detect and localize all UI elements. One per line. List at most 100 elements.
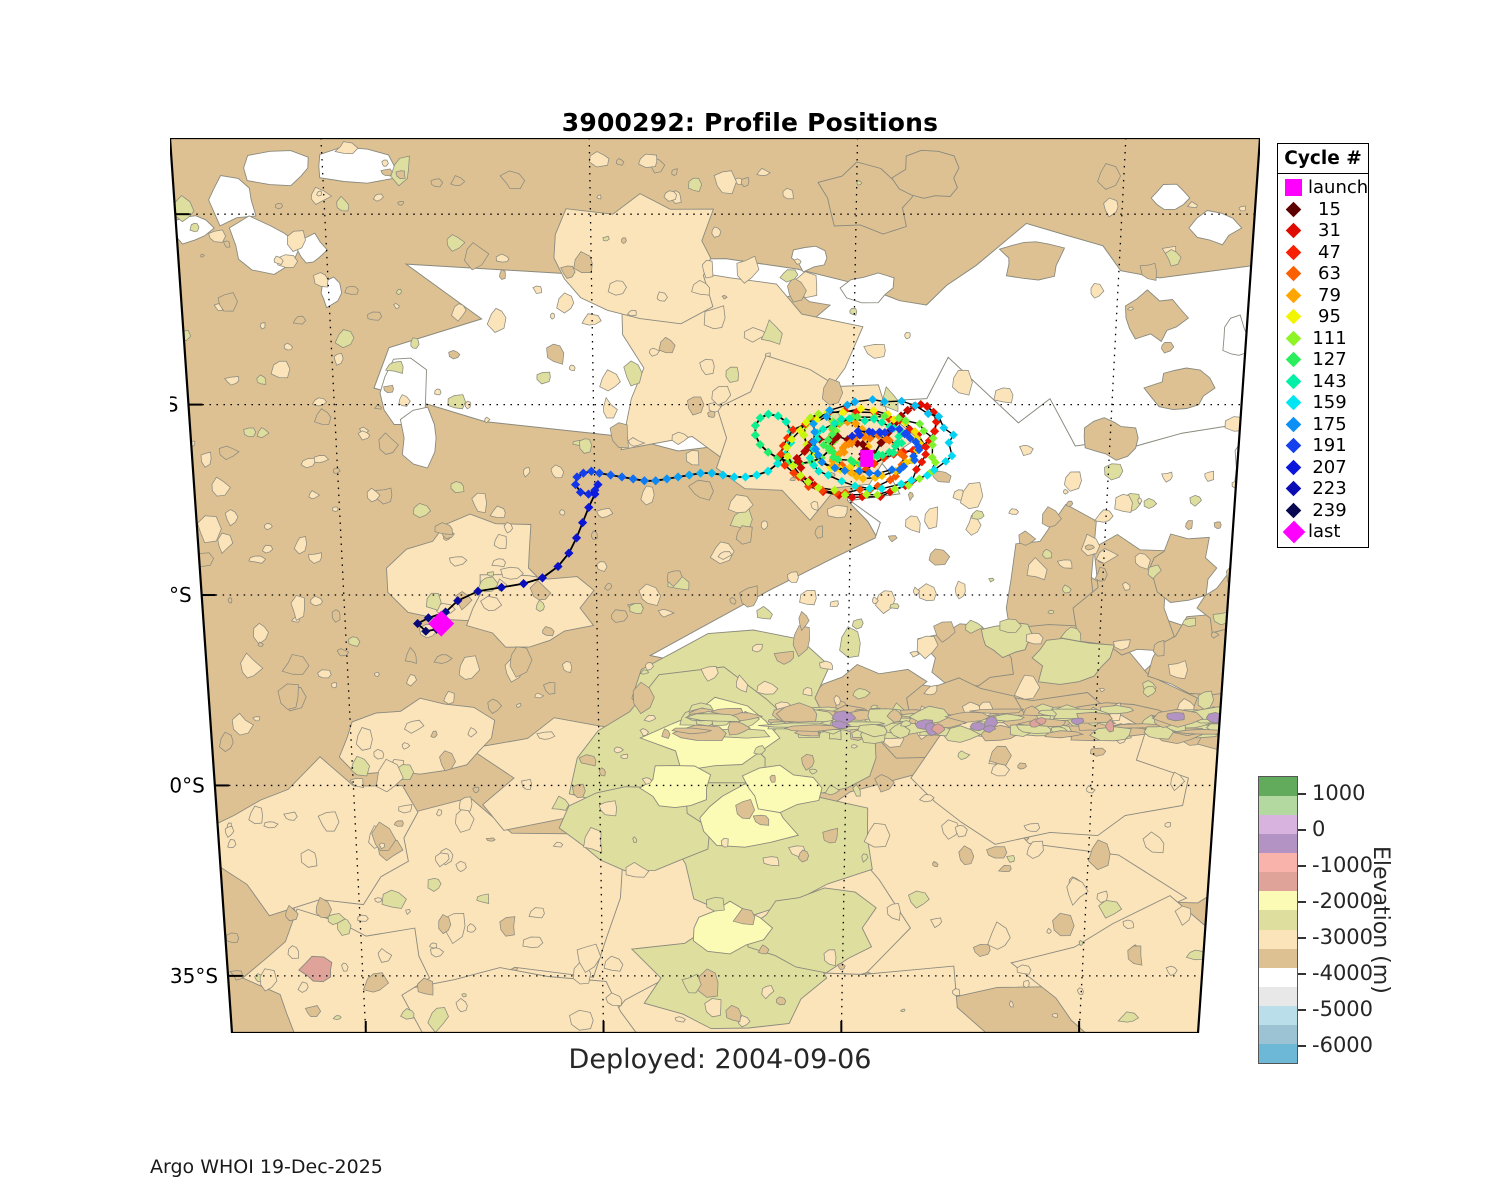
profile-point[interactable] — [858, 439, 868, 449]
profile-point[interactable] — [823, 435, 833, 445]
profile-point[interactable] — [639, 476, 650, 486]
profile-point[interactable] — [809, 419, 818, 429]
profile-point[interactable] — [939, 423, 949, 433]
profile-point[interactable] — [606, 470, 616, 480]
profile-point[interactable] — [921, 450, 931, 459]
profile-point[interactable] — [740, 472, 751, 482]
profile-point[interactable] — [861, 464, 871, 474]
profile-point[interactable] — [941, 456, 951, 466]
profile-point[interactable] — [763, 409, 773, 419]
profile-point[interactable] — [947, 451, 957, 461]
profile-point[interactable] — [783, 433, 792, 443]
profile-point[interactable] — [837, 414, 846, 424]
profile-point[interactable] — [800, 447, 810, 456]
profile-point[interactable] — [863, 441, 873, 452]
profile-point[interactable] — [850, 397, 860, 407]
profile-point[interactable] — [887, 465, 897, 475]
profile-point[interactable] — [868, 395, 878, 404]
profile-point[interactable] — [880, 411, 889, 421]
profile-point[interactable] — [795, 426, 805, 435]
profile-point[interactable] — [473, 586, 483, 596]
profile-point[interactable] — [910, 401, 920, 411]
profile-point[interactable] — [891, 472, 901, 481]
profile-point[interactable] — [869, 414, 879, 424]
profile-point[interactable] — [848, 412, 858, 422]
profile-point[interactable] — [593, 479, 603, 490]
profile-point[interactable] — [572, 472, 582, 482]
profile-point[interactable] — [814, 466, 824, 476]
profile-point[interactable] — [695, 468, 706, 478]
profile-point[interactable] — [890, 441, 900, 451]
profile-point[interactable] — [809, 437, 818, 447]
profile-point[interactable] — [803, 477, 813, 487]
profile-point[interactable] — [788, 425, 798, 435]
profile-point[interactable] — [840, 490, 850, 500]
profile-point[interactable] — [583, 489, 594, 499]
profile-point[interactable] — [873, 468, 883, 478]
profile-point[interactable] — [915, 438, 925, 448]
profile-point[interactable] — [421, 626, 431, 636]
profile-point[interactable] — [888, 448, 898, 458]
profile-point[interactable] — [895, 448, 905, 458]
profile-point[interactable] — [931, 417, 942, 427]
profile-point[interactable] — [914, 474, 924, 484]
profile-point[interactable] — [773, 459, 783, 469]
last-position-marker[interactable] — [428, 610, 455, 637]
profile-point[interactable] — [594, 468, 605, 478]
profile-point[interactable] — [830, 418, 840, 428]
profile-point[interactable] — [847, 468, 856, 478]
profile-point[interactable] — [651, 476, 661, 486]
profile-point[interactable] — [750, 430, 760, 440]
profile-point[interactable] — [827, 429, 837, 439]
profile-point[interactable] — [823, 470, 833, 480]
profile-point[interactable] — [816, 453, 826, 463]
profile-point[interactable] — [872, 490, 882, 500]
profile-point[interactable] — [922, 471, 932, 480]
profile-point[interactable] — [869, 459, 879, 469]
profile-point[interactable] — [838, 407, 848, 417]
profile-point[interactable] — [822, 412, 831, 421]
profile-point[interactable] — [796, 463, 806, 473]
profile-point[interactable] — [934, 412, 944, 421]
profile-point[interactable] — [853, 426, 863, 436]
profile-point[interactable] — [917, 457, 927, 467]
profile-point[interactable] — [850, 481, 860, 491]
profile-point[interactable] — [781, 417, 791, 427]
profile-point[interactable] — [928, 433, 938, 443]
profile-point[interactable] — [872, 451, 882, 461]
profile-point[interactable] — [782, 442, 792, 452]
profile-point[interactable] — [780, 460, 790, 470]
profile-point[interactable] — [578, 468, 588, 478]
profile-point[interactable] — [763, 447, 773, 457]
profile-point[interactable] — [813, 450, 823, 460]
profile-point[interactable] — [564, 548, 574, 558]
profile-point[interactable] — [919, 426, 929, 436]
profile-point[interactable] — [927, 453, 937, 462]
profile-point[interactable] — [828, 435, 838, 445]
profile-point[interactable] — [799, 430, 809, 440]
profile-point[interactable] — [847, 431, 857, 441]
map-canvas[interactable]: 15°S20°S25°S30°S35°S120°W112°W104°W96°W — [170, 138, 1260, 1033]
profile-point[interactable] — [570, 479, 581, 490]
profile-point[interactable] — [817, 457, 827, 467]
profile-point[interactable] — [578, 518, 588, 528]
profile-point[interactable] — [818, 424, 828, 434]
profile-point[interactable] — [877, 417, 887, 427]
profile-point[interactable] — [855, 485, 865, 494]
profile-point[interactable] — [910, 427, 920, 436]
profile-point[interactable] — [909, 451, 918, 461]
profile-point[interactable] — [949, 430, 958, 440]
profile-point[interactable] — [845, 414, 854, 423]
profile-point[interactable] — [553, 561, 563, 572]
profile-point[interactable] — [869, 406, 879, 416]
profile-point[interactable] — [865, 468, 874, 478]
profile-point[interactable] — [575, 487, 586, 497]
profile-point[interactable] — [842, 417, 853, 427]
profile-point[interactable] — [825, 405, 834, 415]
profile-point[interactable] — [849, 457, 858, 467]
profile-point[interactable] — [901, 416, 911, 426]
profile-point[interactable] — [922, 401, 932, 412]
profile-point[interactable] — [763, 466, 773, 476]
profile-point[interactable] — [916, 399, 926, 410]
profile-point[interactable] — [944, 438, 954, 448]
